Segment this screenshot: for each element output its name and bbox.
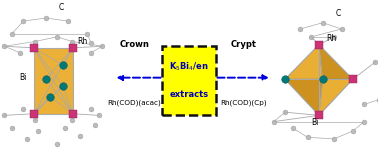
Polygon shape <box>285 45 323 79</box>
Text: C: C <box>58 3 64 12</box>
Text: Bi: Bi <box>311 119 319 128</box>
Text: C: C <box>335 9 340 18</box>
Text: extracts: extracts <box>169 90 209 99</box>
FancyBboxPatch shape <box>161 46 217 115</box>
Text: Rh: Rh <box>77 37 87 46</box>
Text: Crown: Crown <box>119 40 149 49</box>
Text: Rh(COD)(acac): Rh(COD)(acac) <box>107 100 161 106</box>
Text: K$_5$Bi$_4$/en: K$_5$Bi$_4$/en <box>169 60 209 73</box>
Polygon shape <box>285 79 323 115</box>
Polygon shape <box>319 79 353 115</box>
Text: Rh: Rh <box>327 34 337 43</box>
Text: Crypt: Crypt <box>231 40 257 49</box>
Text: Rh(COD)(Cp): Rh(COD)(Cp) <box>220 100 267 106</box>
Polygon shape <box>34 48 73 114</box>
Polygon shape <box>319 45 353 79</box>
Text: Bi: Bi <box>19 73 26 82</box>
